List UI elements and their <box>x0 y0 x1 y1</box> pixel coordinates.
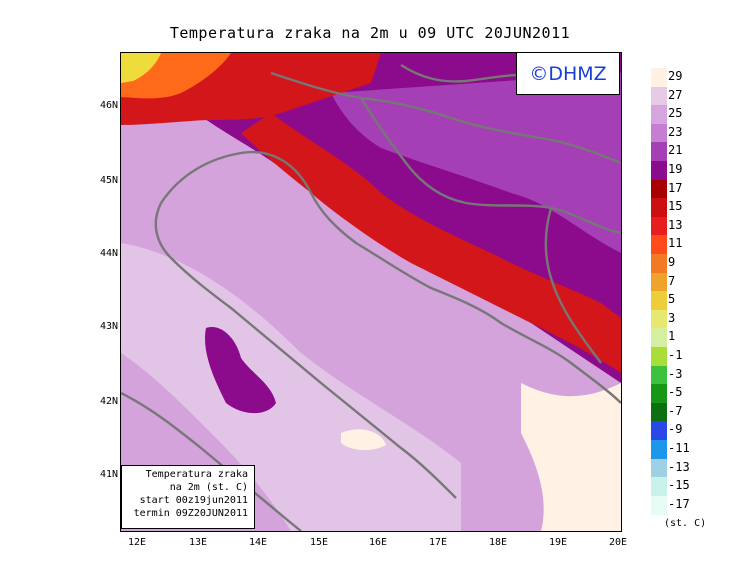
colorbar-swatch <box>651 198 667 218</box>
colorbar-label: 1 <box>668 329 676 344</box>
lon-label-20e: 20E <box>608 537 628 548</box>
info-line-variable: Temperatura zraka <box>145 469 248 480</box>
lon-label-13e: 13E <box>188 537 208 548</box>
colorbar-label: -9 <box>668 422 683 437</box>
italy-hotspot <box>205 327 276 414</box>
colorbar-label: 9 <box>668 255 676 269</box>
colorbar-swatch <box>651 421 667 441</box>
coastlines <box>121 63 621 531</box>
colorbar-label: -5 <box>668 385 683 400</box>
colorbar-swatch <box>651 272 667 292</box>
coastal-warm-patch-2 <box>341 429 386 451</box>
colorbar-swatch <box>651 384 667 404</box>
lon-label-19e: 19E <box>548 537 568 548</box>
colorbar-label: 25 <box>668 106 683 121</box>
lon-label-12e: 12E <box>127 537 147 548</box>
colorbar-label: 5 <box>668 292 676 307</box>
info-box: Temperatura zraka na 2m (st. C) start 00… <box>121 465 255 529</box>
info-line-unit: na 2m (st. C) <box>169 482 248 493</box>
lat-label-46n: 46N <box>99 100 118 111</box>
colorbar-swatch <box>651 291 667 311</box>
colorbar-swatch <box>651 68 667 88</box>
colorbar-swatch <box>651 458 667 478</box>
colorbar-swatch <box>651 179 667 199</box>
colorbar-label: 13 <box>668 217 683 232</box>
lon-label-18e: 18E <box>488 537 508 548</box>
colorbar-label: 3 <box>668 310 676 325</box>
colorbar-swatch <box>651 142 667 162</box>
mountain-red-band <box>241 113 621 373</box>
lon-label-17e: 17E <box>428 537 448 548</box>
lat-label-42n: 42N <box>99 396 118 407</box>
lat-label-41n: 41N <box>99 469 118 480</box>
dhmz-logo: ©DHMZ <box>516 52 620 95</box>
lon-label-14e: 14E <box>248 537 268 548</box>
colorbar-label: 27 <box>668 87 683 102</box>
colorbar-label: -11 <box>668 441 690 455</box>
colorbar-label: -1 <box>668 348 683 362</box>
colorbar-label: -3 <box>668 366 683 381</box>
colorbar-swatch <box>651 365 667 385</box>
info-line-valid: termin 09Z20JUN2011 <box>133 508 248 519</box>
lon-label-15e: 15E <box>309 537 329 548</box>
colorbar-swatch <box>651 161 667 181</box>
colorbar-label: 29 <box>668 69 683 83</box>
colorbar-swatch <box>651 86 667 106</box>
colorbar-unit: (st. C) <box>664 518 707 529</box>
colorbar-swatch <box>651 328 667 348</box>
colorbar-label: 7 <box>668 273 676 288</box>
map-canvas <box>121 53 621 531</box>
lat-label-43n: 43N <box>99 321 118 332</box>
colorbar-swatch <box>651 402 667 422</box>
colorbar-swatch <box>651 123 667 143</box>
colorbar-label: 15 <box>668 199 683 214</box>
colorbar-label: 23 <box>668 124 683 139</box>
colorbar-label: -15 <box>668 478 690 493</box>
colorbar-swatch <box>651 477 667 497</box>
lat-label-45n: 45N <box>99 175 118 186</box>
colorbar-swatch <box>651 235 667 255</box>
coastal-warm-patch <box>521 383 621 531</box>
lat-label-44n: 44N <box>99 248 118 259</box>
colorbar-swatch <box>651 254 667 274</box>
chart-title: Temperatura zraka na 2m u 09 UTC 20JUN20… <box>169 24 571 42</box>
temperature-map <box>120 52 622 532</box>
colorbar-label: -13 <box>668 459 690 474</box>
colorbar-swatch <box>651 216 667 236</box>
colorbar-label: -17 <box>668 496 690 511</box>
colorbar-swatch <box>651 440 667 460</box>
colorbar-label: 11 <box>668 236 683 251</box>
colorbar-swatch <box>651 105 667 125</box>
colorbar-swatch <box>651 495 667 515</box>
colorbar-label: 17 <box>668 180 683 195</box>
colorbar-swatch <box>651 347 667 367</box>
colorbar-label: -7 <box>668 403 683 418</box>
colorbar-label: 19 <box>668 162 683 176</box>
alpine-yellow-region <box>121 53 161 83</box>
info-line-start: start 00z19jun2011 <box>139 495 248 506</box>
colorbar-label: 21 <box>668 143 683 158</box>
lon-label-16e: 16E <box>368 537 388 548</box>
colorbar-swatch <box>651 309 667 329</box>
